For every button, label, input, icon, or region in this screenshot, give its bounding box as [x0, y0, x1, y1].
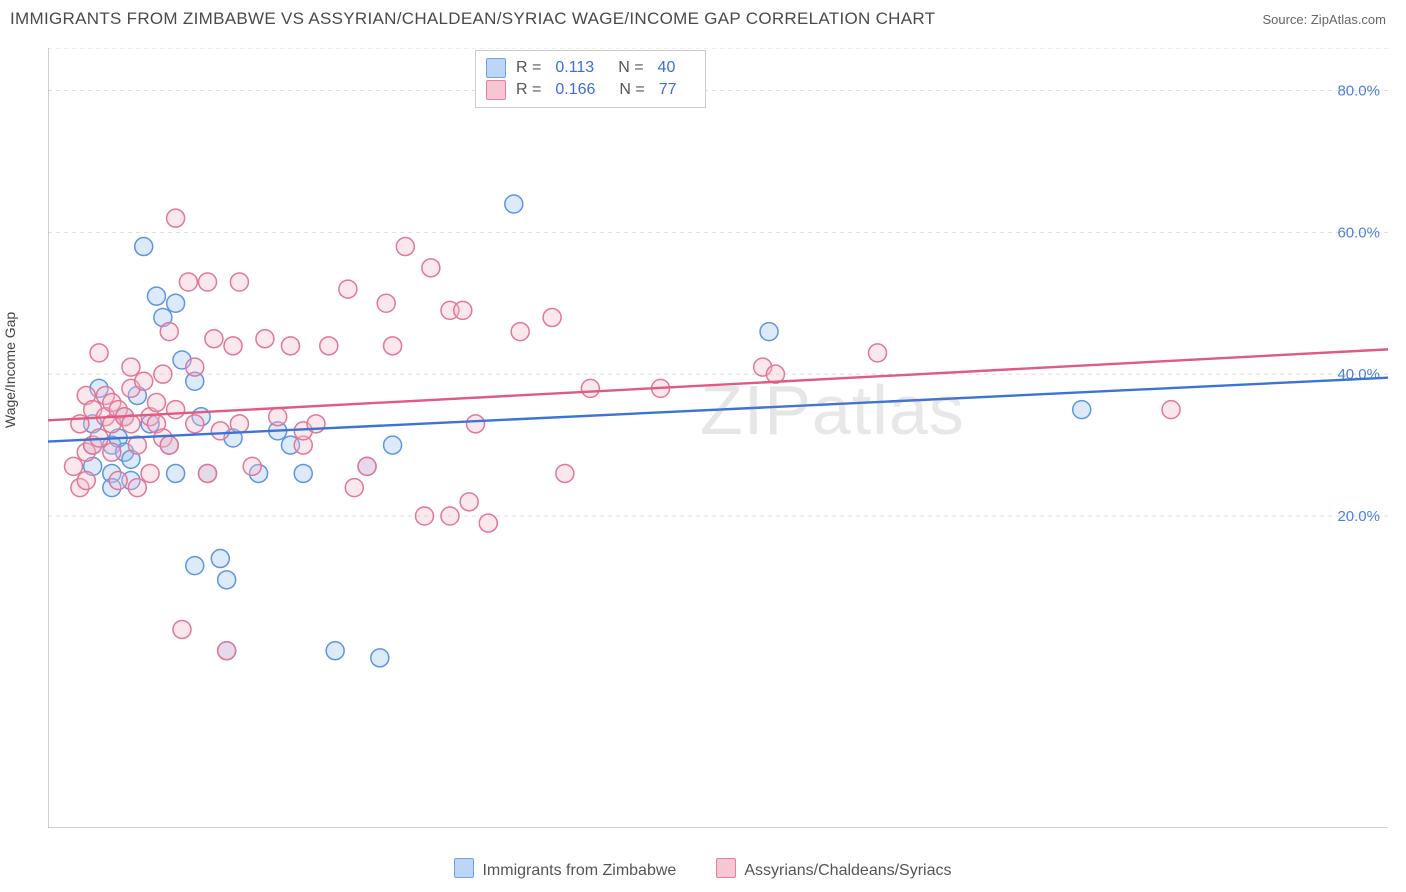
- legend-bottom-item-1: Assyrians/Chaldeans/Syriacs: [716, 858, 951, 880]
- legend-n-value: 77: [659, 79, 677, 101]
- legend-bottom-label: Assyrians/Chaldeans/Syriacs: [744, 862, 951, 879]
- svg-text:20.0%: 20.0%: [1337, 508, 1380, 525]
- legend-top-row-0: R = 0.113 N = 40: [486, 57, 691, 79]
- legend-swatch-icon: [454, 858, 474, 878]
- legend-bottom-item-0: Immigrants from Zimbabwe: [454, 858, 676, 880]
- legend-n-label: N =: [619, 79, 644, 101]
- legend-bottom: Immigrants from Zimbabwe Assyrians/Chald…: [0, 858, 1406, 880]
- legend-swatch-icon: [716, 858, 736, 878]
- source-name: ZipAtlas.com: [1311, 12, 1386, 27]
- legend-r-label: R =: [516, 57, 541, 79]
- legend-swatch-icon: [486, 80, 506, 100]
- source-label: Source:: [1262, 12, 1310, 27]
- chart-source: Source: ZipAtlas.com: [1262, 12, 1386, 27]
- legend-r-label: R =: [516, 79, 541, 101]
- legend-top-row-1: R = 0.166 N = 77: [486, 79, 691, 101]
- legend-swatch-icon: [486, 58, 506, 78]
- legend-top: R = 0.113 N = 40 R = 0.166 N = 77: [475, 50, 706, 108]
- chart-plot-area: 20.0%40.0%60.0%80.0%0.0%20.0%: [48, 48, 1388, 828]
- scatter-chart-svg: 20.0%40.0%60.0%80.0%0.0%20.0%: [48, 48, 1388, 828]
- legend-r-value: 0.166: [555, 79, 595, 101]
- chart-title: IMMIGRANTS FROM ZIMBABWE VS ASSYRIAN/CHA…: [10, 9, 935, 29]
- legend-n-label: N =: [618, 57, 643, 79]
- svg-text:80.0%: 80.0%: [1337, 83, 1380, 100]
- legend-r-value: 0.113: [555, 57, 594, 79]
- legend-n-value: 40: [658, 57, 676, 79]
- svg-text:60.0%: 60.0%: [1337, 224, 1380, 241]
- y-axis-label: Wage/Income Gap: [2, 312, 18, 428]
- legend-bottom-label: Immigrants from Zimbabwe: [482, 862, 676, 879]
